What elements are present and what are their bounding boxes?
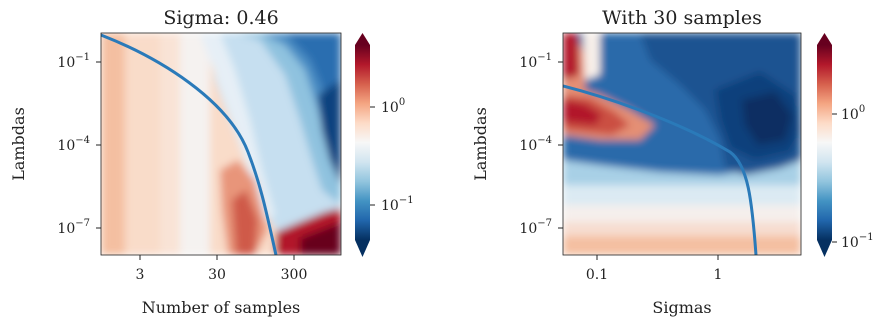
panel-right-xtick-label: 1 bbox=[714, 267, 723, 283]
panel-left-frontier-line bbox=[101, 33, 278, 255]
panel-right-frontier-line bbox=[563, 84, 758, 255]
panel-right-colorbar-label: 10−1 bbox=[841, 232, 874, 251]
panel-right-ytick-label: 10−1 bbox=[519, 52, 552, 71]
panel-left-ytick-label: 10−1 bbox=[57, 52, 90, 71]
panel-right-ytick-label: 10−7 bbox=[519, 218, 552, 237]
panel-left: Sigma: 0.46 bbox=[9, 7, 414, 317]
panel-right-ylabel: Lambdas bbox=[471, 107, 490, 181]
panel-left-ytick-label: 10−4 bbox=[57, 135, 90, 154]
panel-right-xticks: 0.1 1 bbox=[586, 255, 723, 283]
panel-right: With 30 samples bbox=[471, 7, 874, 317]
panel-right-xlabel: Sigmas bbox=[652, 298, 711, 317]
panel-right-xtick-label: 0.1 bbox=[586, 267, 608, 283]
panel-left-ylabel: Lambdas bbox=[9, 107, 28, 181]
panel-right-title: With 30 samples bbox=[602, 7, 762, 29]
panel-left-yticks: 10−1 10−4 10−7 bbox=[57, 52, 101, 237]
panel-right-colorbar: 100 10−1 bbox=[817, 33, 874, 257]
panel-left-colorbar: 100 10−1 bbox=[355, 33, 414, 257]
panel-left-xtick-label: 30 bbox=[208, 267, 226, 283]
panel-left-xtick-label: 300 bbox=[281, 267, 308, 283]
panel-left-heatmap bbox=[101, 33, 341, 255]
panel-left-colorbar-label: 100 bbox=[381, 97, 405, 116]
panel-right-heatmap bbox=[563, 33, 801, 255]
panel-left-colorbar-label: 10−1 bbox=[381, 195, 414, 214]
panel-right-ytick-label: 10−4 bbox=[519, 135, 552, 154]
panel-right-yticks: 10−1 10−4 10−7 bbox=[519, 52, 563, 237]
panel-left-ytick-label: 10−7 bbox=[57, 218, 90, 237]
panel-left-xtick-label: 3 bbox=[136, 267, 145, 283]
panel-left-xticks: 3 30 300 bbox=[136, 255, 308, 283]
panel-left-xlabel: Number of samples bbox=[142, 298, 301, 317]
panel-right-colorbar-label: 100 bbox=[841, 104, 865, 123]
panel-left-title: Sigma: 0.46 bbox=[163, 7, 278, 29]
